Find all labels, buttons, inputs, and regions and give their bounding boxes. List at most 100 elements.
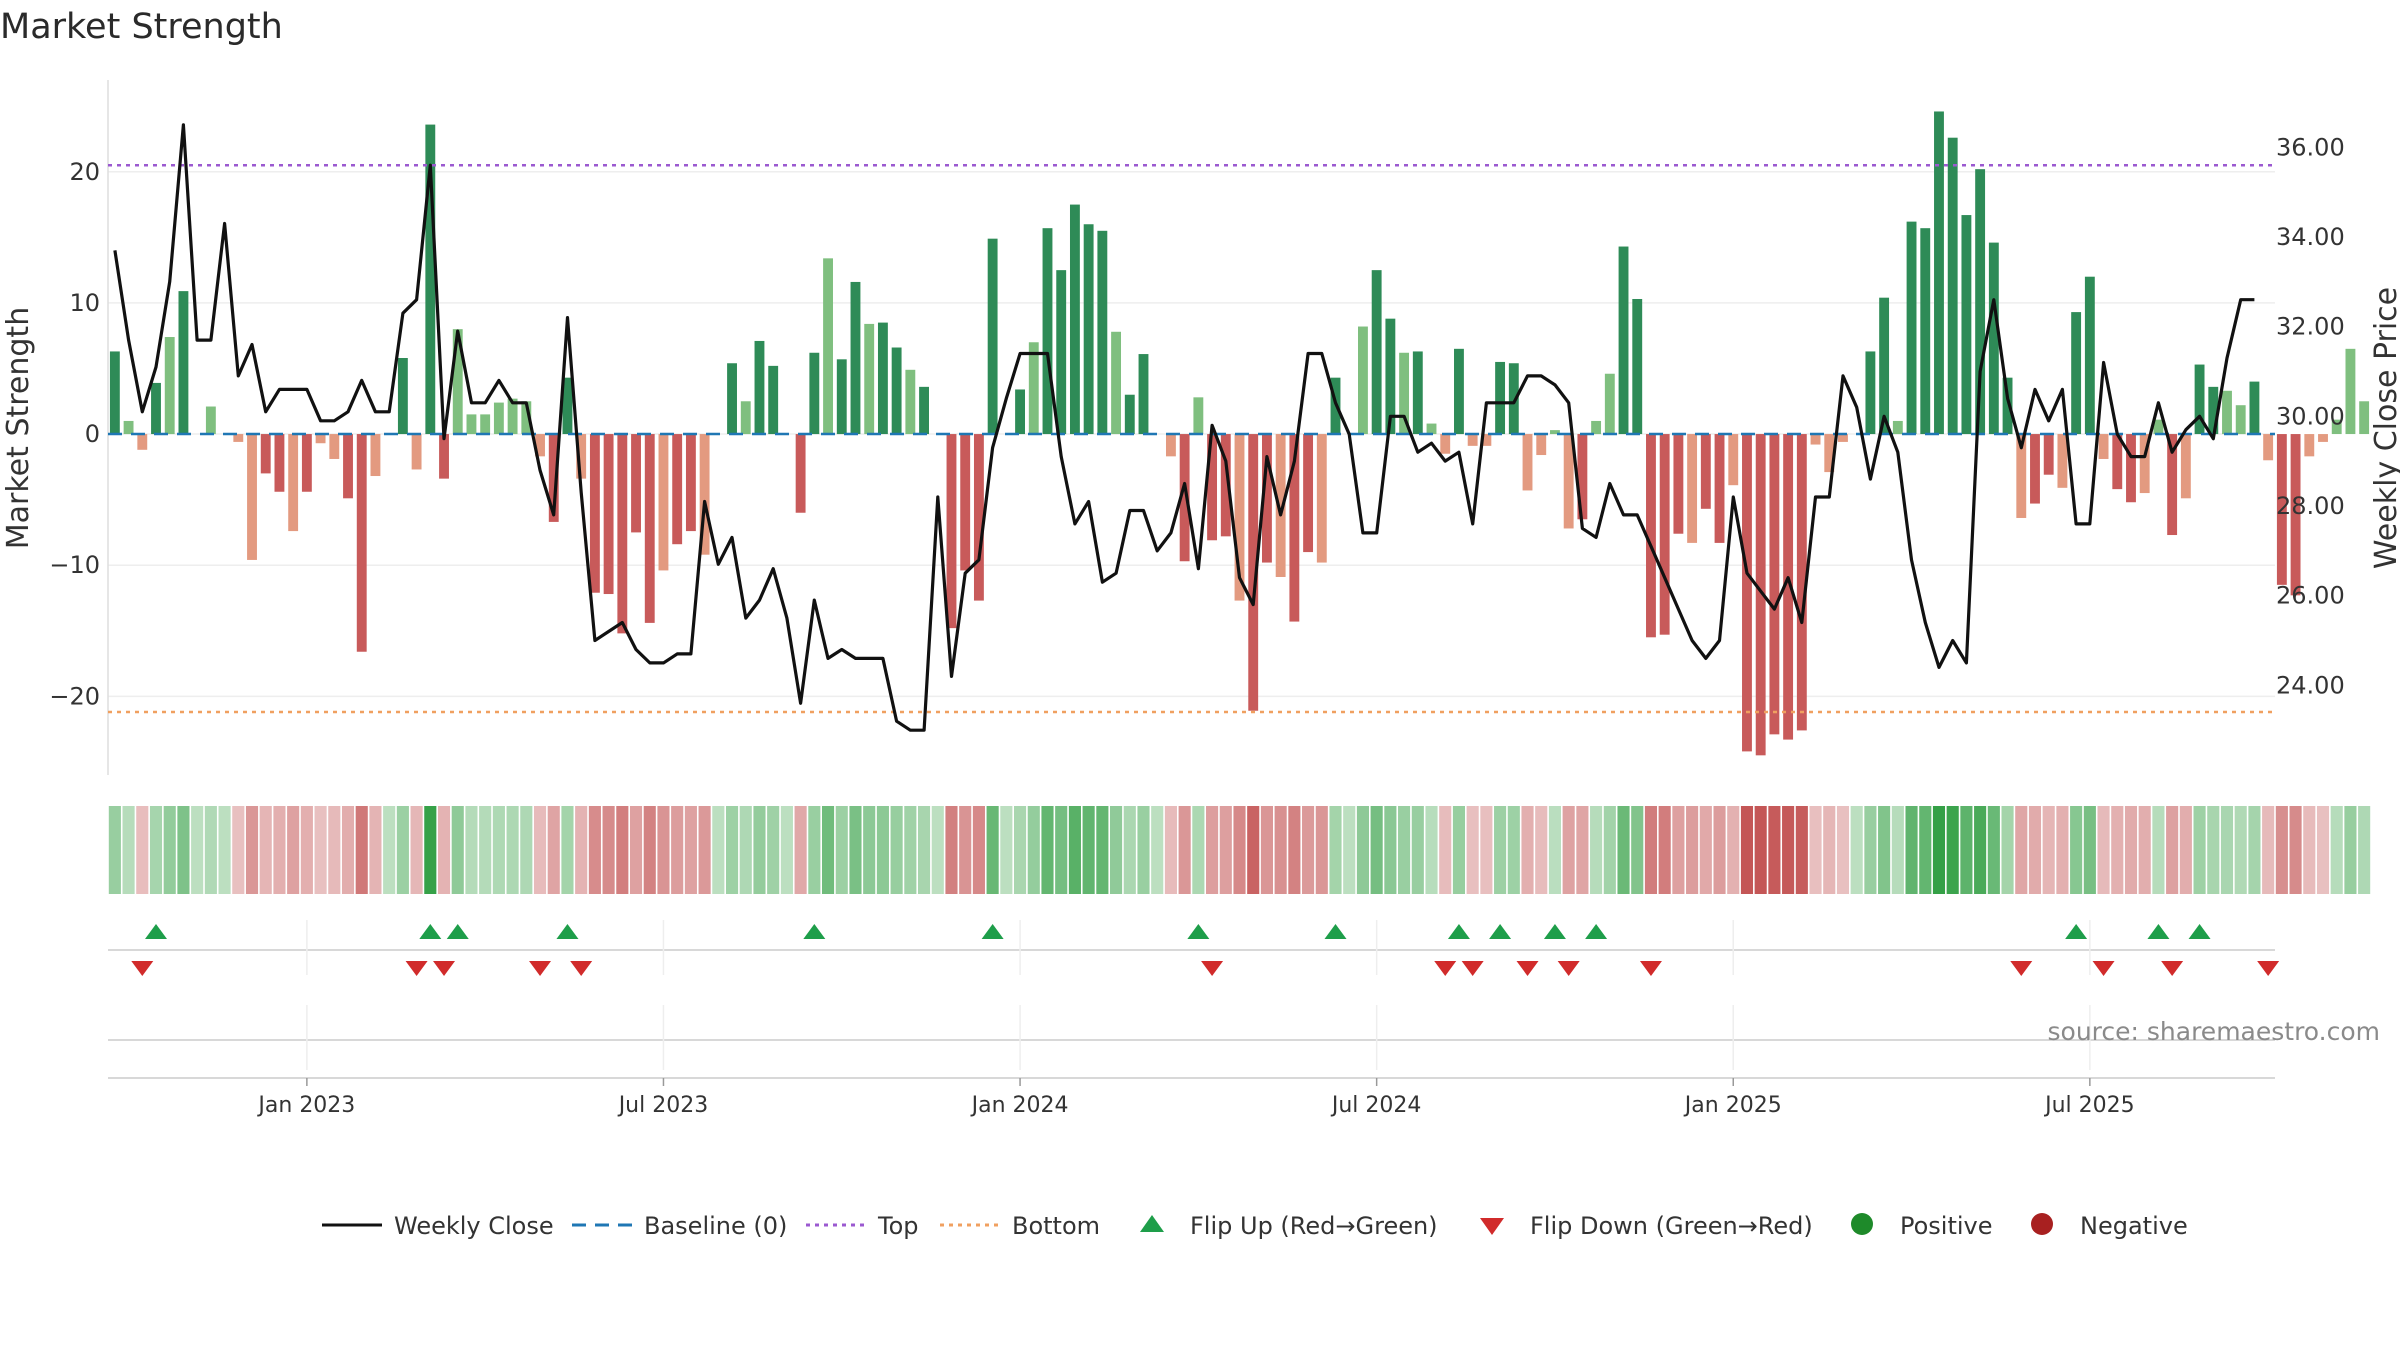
heat-cell (2166, 806, 2179, 894)
heat-cell (259, 806, 272, 894)
strength-bar (480, 414, 491, 435)
heat-cell (767, 806, 780, 894)
strength-bar (1358, 326, 1368, 435)
strength-bar (1261, 434, 1272, 563)
heat-cell (2042, 806, 2055, 894)
heat-cell (1370, 806, 1383, 894)
heat-cell (1507, 806, 1520, 894)
heat-cell (1480, 806, 1493, 894)
flip-markers-panel (108, 920, 2280, 1070)
strength-bar (1015, 389, 1025, 435)
flip-down-marker (2161, 961, 2184, 976)
heat-cell (1699, 806, 1712, 894)
heat-cell (2275, 806, 2288, 894)
heat-cell (575, 806, 588, 894)
strength-bar (1207, 434, 1218, 541)
strength-bar (823, 258, 833, 435)
heat-cell (972, 806, 985, 894)
heat-cell (616, 806, 629, 894)
heat-cell (712, 806, 725, 894)
heat-cell (2330, 806, 2343, 894)
legend-flip-up-icon (1140, 1215, 1164, 1232)
strength-bar (1042, 228, 1053, 435)
strength-bar (109, 351, 120, 435)
heat-cell (1905, 806, 1918, 894)
strength-bar (329, 434, 340, 459)
strength-bar (699, 434, 710, 555)
strength-bar (1426, 423, 1437, 435)
heat-cell (1452, 806, 1466, 894)
strength-bar (1810, 434, 1821, 445)
heat-cell (657, 806, 670, 894)
strength-bar (1165, 434, 1176, 457)
flip-down-marker (2092, 961, 2115, 976)
strength-bar (2208, 386, 2219, 435)
strength-bar (2194, 364, 2205, 435)
heat-cell (547, 806, 560, 894)
heat-cell (753, 806, 766, 894)
heat-cell (245, 806, 259, 894)
heat-cell (1247, 806, 1260, 894)
strength-bar (1536, 434, 1547, 456)
legend-item: Baseline (0) (572, 1212, 787, 1240)
heat-cell (1466, 806, 1479, 894)
flip-down-marker (2257, 961, 2280, 976)
strength-bar (672, 434, 683, 545)
strength-bar (1920, 228, 1931, 435)
flip-up-marker (419, 924, 442, 939)
heat-cell (602, 806, 615, 894)
strength-bar (754, 340, 765, 435)
strength-bar (507, 398, 518, 435)
heat-cell (410, 806, 423, 894)
strength-bar (2098, 434, 2109, 459)
strength-bar (233, 434, 244, 442)
strength-bar (1550, 430, 1560, 435)
heat-cell (2234, 806, 2247, 894)
heat-cell (1041, 806, 1054, 894)
strength-bar (768, 365, 779, 435)
heat-cell (876, 806, 889, 894)
heat-cell (1260, 806, 1273, 894)
legend: Weekly Close Baseline (0) Top Bottom Flip Up… (322, 1212, 2188, 1240)
strength-bar (905, 369, 916, 435)
heat-cell (1809, 806, 1822, 894)
strength-bar (685, 434, 696, 532)
strength-bar (1796, 434, 1807, 731)
heat-cell (1439, 806, 1452, 894)
flip-down-marker (570, 961, 593, 976)
heat-cell (533, 806, 547, 894)
left-tick-label: −20 (49, 682, 100, 710)
heat-cell (437, 806, 451, 894)
heat-cell (2303, 806, 2316, 894)
heat-cell (1055, 806, 1068, 894)
legend-label: Flip Up (Red→Green) (1190, 1212, 1438, 1240)
heat-cell (1206, 806, 1219, 894)
strength-bar (1220, 434, 1231, 537)
axes: 20 10 0 −10 −20 36.00 34.00 32.00 30.00 28.00 26.0… (49, 133, 2344, 710)
heat-cell (1960, 806, 1973, 894)
heat-cell (1603, 806, 1616, 894)
heat-cell (204, 806, 217, 894)
heat-cell (1110, 806, 1123, 894)
right-tick-label: 24.00 (2276, 671, 2345, 699)
strength-bar (809, 352, 820, 435)
flip-up-marker (556, 924, 579, 939)
flip-down-marker (1434, 961, 1457, 976)
strength-bar (589, 434, 600, 593)
strength-bar (1975, 169, 1986, 435)
strength-bar (2276, 434, 2287, 585)
heat-cell (2179, 806, 2192, 894)
heat-cell (698, 806, 711, 894)
heat-cell (1000, 806, 1013, 894)
heat-cell (629, 806, 643, 894)
x-tick-label: Jul 2024 (1330, 1093, 1422, 1118)
reference-lines (108, 163, 2275, 714)
strength-bar (1248, 434, 1259, 711)
flip-down-marker (131, 961, 154, 976)
heat-cell (945, 806, 958, 894)
strength-bar (123, 420, 134, 435)
strength-bar (987, 238, 998, 435)
strength-bar (178, 291, 189, 435)
heat-cell (1754, 806, 1767, 894)
